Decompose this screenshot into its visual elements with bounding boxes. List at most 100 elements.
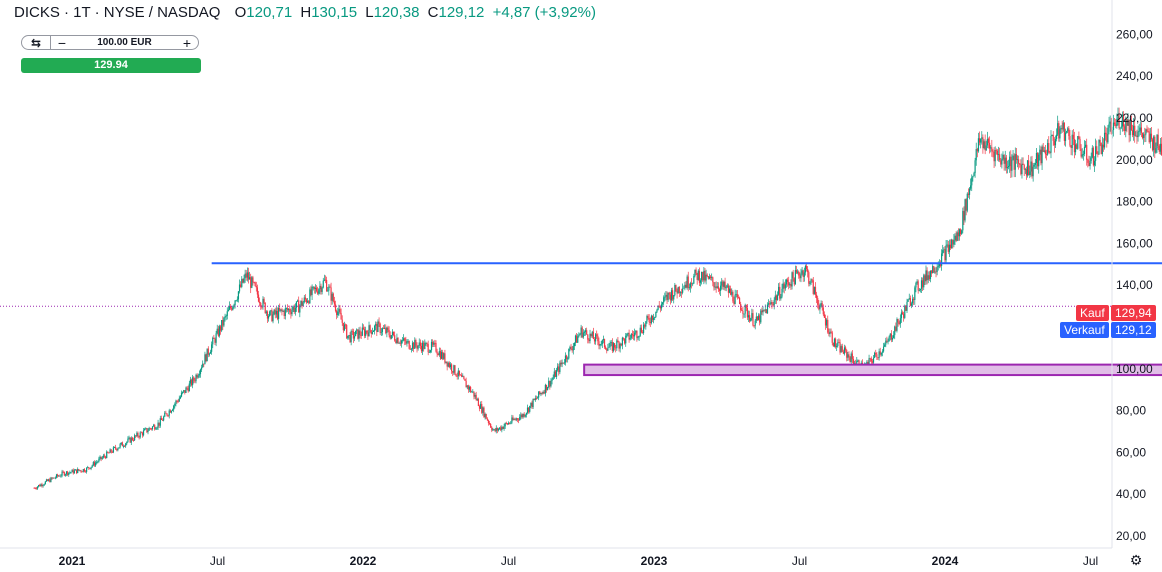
candle-body [321,287,323,292]
candle-body [264,302,266,314]
candle-body [254,282,256,286]
candle-body [514,419,516,420]
candle-body [622,337,625,339]
candle-body [292,306,294,310]
candle-body [360,335,362,336]
candle-body [63,472,65,476]
candle-body [365,330,367,336]
candle-body [896,319,898,331]
candle-body [529,405,531,412]
candle-body [1112,122,1115,130]
buy-price-button[interactable]: 129.94 [21,58,201,73]
candle-body [1078,136,1080,139]
candle-body [1060,128,1062,129]
price-tick-label: 20,00 [1116,529,1146,543]
candle-body [747,315,750,318]
candle-body [1087,159,1089,163]
candle-body [756,316,759,321]
candle-body [1043,150,1045,152]
candle-body [395,340,397,344]
candle-body [288,308,290,311]
candle-body [1137,131,1139,138]
candle-body [1045,154,1048,156]
candle-body [818,304,820,310]
candle-body [893,335,895,338]
price-tick-label: 220,00 [1116,111,1153,125]
candle-body [424,343,426,349]
time-axis[interactable]: 2021Jul2022Jul2023Jul2024Jul2025Jul2026J… [0,547,1162,568]
candle-body [224,316,226,318]
candle-body [245,273,247,278]
candle-body [887,341,889,343]
candle-body [388,329,390,336]
quantity-input[interactable]: 100.00 EUR [97,37,152,48]
candle-body [293,306,295,313]
candle-body [1081,154,1083,157]
candle-body [1108,123,1110,128]
candle-body [67,471,69,476]
candle-body [811,279,813,281]
candle-body [301,300,303,306]
candle-body [188,383,190,392]
candle-body [932,266,934,274]
candle-body [173,405,175,410]
candle-body [1055,134,1058,140]
candle-body [507,422,510,425]
candle-body [872,357,875,363]
candle-body [826,319,828,326]
candle-body [903,314,905,318]
price-axis[interactable]: 20,0040,0060,0080,00100,00120,00140,0016… [1111,0,1153,548]
candle-body [231,307,233,310]
increase-quantity-button[interactable]: + [182,34,192,51]
candle-body [113,446,116,448]
candle-body [1150,133,1153,140]
candle-body [770,302,772,305]
candle-body [326,279,328,292]
settings-gear-icon[interactable]: ⚙ [1129,552,1143,568]
candle-body [500,427,502,431]
swap-icon[interactable]: ⇆ [30,35,42,50]
decrease-quantity-button[interactable]: − [57,34,67,51]
candle-body [836,346,838,348]
candle-body [776,294,779,301]
candle-body [159,418,161,426]
candle-body [492,429,494,431]
candle-body [666,294,668,300]
candle-body [302,302,304,306]
candle-body [180,392,183,397]
candle-body [190,379,193,386]
candle-body [211,344,213,352]
drawing-overlays[interactable] [0,218,1162,377]
candle-body [235,300,237,302]
candle-body [112,447,115,453]
candle-body [833,338,836,347]
candle-body [1106,134,1108,143]
candle-body [272,314,274,322]
candle-body [157,422,159,428]
candle-body [586,330,588,335]
candle-body [1073,139,1076,153]
candle-body [280,309,282,311]
candle-body [876,354,878,358]
candle-body [182,391,184,393]
candle-body [610,342,612,344]
candle-body [889,333,891,337]
candle-body [1058,123,1060,139]
candle-body [429,350,432,353]
candle-body [684,284,686,288]
candle-body [696,272,698,280]
candle-body [867,362,869,365]
candle-body [382,328,385,330]
candle-body [699,280,702,283]
candle-body [237,291,240,300]
candle-body [611,342,613,351]
candle-body [927,275,929,281]
candle-body [478,406,481,409]
candle-body [369,325,371,331]
candle-body [762,309,764,313]
candle-body [698,270,701,283]
candle-body [753,325,755,327]
candle-body [308,301,310,304]
candle-body [798,271,800,276]
